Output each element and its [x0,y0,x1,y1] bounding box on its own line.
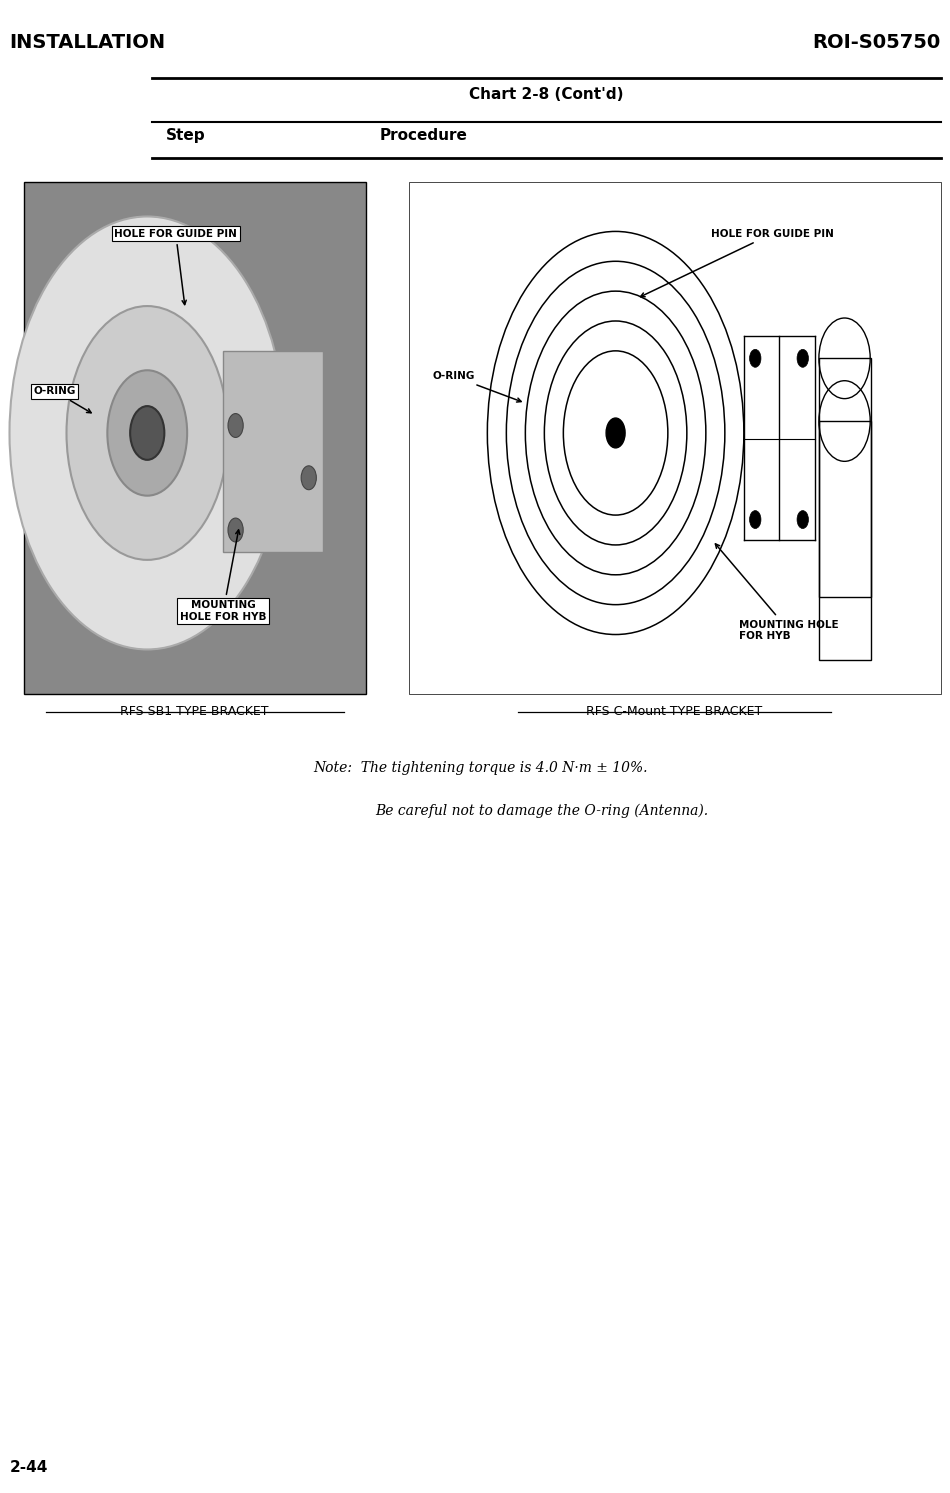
Text: Procedure: Procedure [380,128,467,143]
Circle shape [606,418,625,448]
Bar [819,358,871,597]
Text: 2-44: 2-44 [10,1460,48,1475]
Text: O-RING: O-RING [33,387,91,412]
Bar [223,351,323,552]
Text: HOLE FOR GUIDE PIN: HOLE FOR GUIDE PIN [114,228,238,305]
Text: RFS SB1 TYPE BRACKET: RFS SB1 TYPE BRACKET [121,705,269,718]
Circle shape [301,466,316,490]
Circle shape [797,349,808,367]
Circle shape [66,306,228,560]
Text: RFS C-Mount TYPE BRACKET: RFS C-Mount TYPE BRACKET [586,705,763,718]
Text: ROI-S05750: ROI-S05750 [812,33,940,52]
Text: Chart 2-8 (Cont'd): Chart 2-8 (Cont'd) [469,87,623,102]
Circle shape [750,349,761,367]
Text: O-RING: O-RING [432,372,522,402]
Text: HOLE FOR GUIDE PIN: HOLE FOR GUIDE PIN [640,228,833,297]
Text: MOUNTING
HOLE FOR HYB: MOUNTING HOLE FOR HYB [180,530,267,621]
Bar [24,182,366,694]
Circle shape [797,511,808,529]
Bar [408,182,940,694]
Text: Step: Step [166,128,206,143]
Text: INSTALLATION: INSTALLATION [10,33,165,52]
Bar [819,421,871,660]
Text: Be careful not to damage the O-ring (Antenna).: Be careful not to damage the O-ring (Ant… [375,803,709,818]
Circle shape [107,370,187,496]
Text: Note:  The tightening torque is 4.0 N·m ± 10%.: Note: The tightening torque is 4.0 N·m ±… [314,761,648,775]
Circle shape [228,414,243,437]
Circle shape [750,511,761,529]
Circle shape [10,216,285,649]
Circle shape [130,406,164,460]
Text: MOUNTING HOLE
FOR HYB: MOUNTING HOLE FOR HYB [715,543,839,640]
Circle shape [228,518,243,542]
